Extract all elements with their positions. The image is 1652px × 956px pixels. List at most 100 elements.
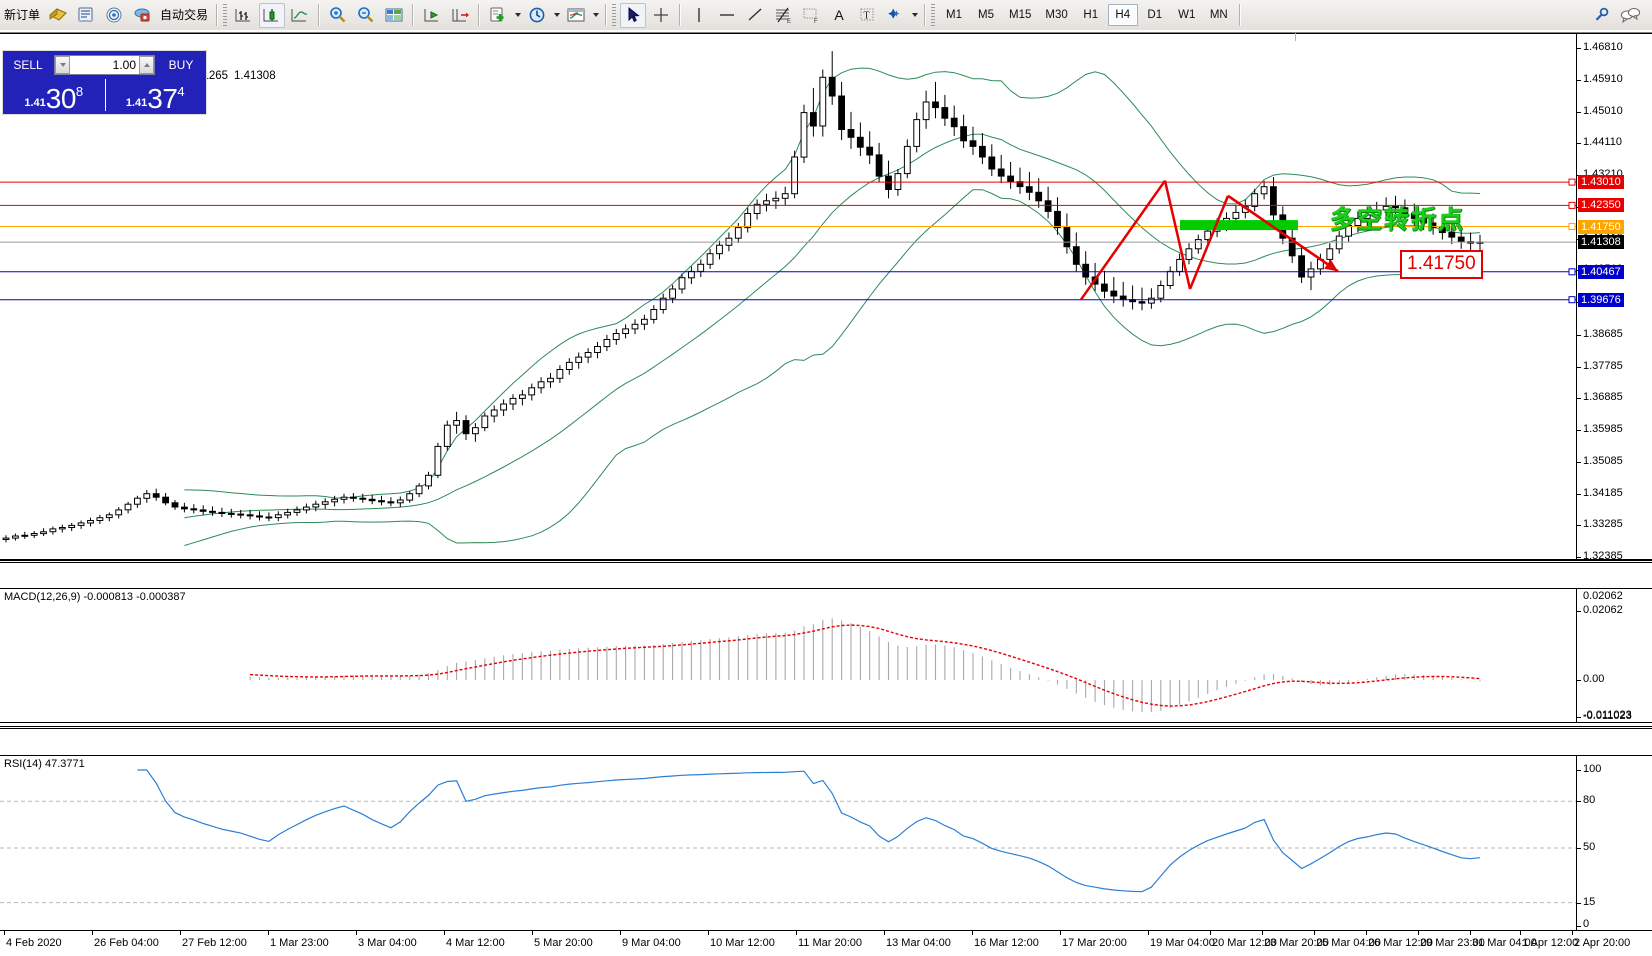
- price-tag-resistance[interactable]: 1.43010: [1578, 175, 1624, 190]
- price-axis-tick: [1577, 398, 1581, 400]
- sell-label[interactable]: SELL: [13, 57, 43, 72]
- volume-increase-button[interactable]: [139, 55, 154, 74]
- time-axis-tick: [444, 931, 445, 935]
- rsi-axis-label: 80: [1583, 794, 1596, 807]
- macd-canvas: [249, 618, 1481, 713]
- shapes-dropdown-arrow[interactable]: [909, 3, 920, 28]
- horizontal-line-icon[interactable]: [714, 3, 740, 28]
- time-axis-label: 1 Mar 23:00: [270, 937, 329, 949]
- time-axis-label: 3 Mar 04:00: [358, 937, 417, 949]
- one-click-trading-panel[interactable]: SELL 1.00 BUY 1.41 30 8 1.41 37 4: [2, 50, 207, 115]
- toolbar-grip[interactable]: [931, 4, 936, 26]
- macd-axis-label: 0.02062: [1583, 604, 1623, 616]
- indicators-icon[interactable]: [485, 3, 511, 28]
- price-tag-support[interactable]: 1.39676: [1578, 292, 1624, 307]
- pane-separator-macd-rsi[interactable]: [0, 726, 1652, 729]
- price-tag-support[interactable]: 1.40467: [1578, 264, 1624, 279]
- text-box-icon[interactable]: T: [854, 3, 880, 28]
- buy-button[interactable]: 1.41 37 4: [105, 76, 207, 114]
- price-axis-tick: [1577, 143, 1581, 145]
- tf-h4[interactable]: H4: [1107, 4, 1138, 26]
- time-axis-tick: [620, 931, 621, 935]
- time-axis-label: 23 Mar 20:00: [1264, 937, 1329, 949]
- time-axis-tick: [1314, 931, 1315, 935]
- time-axis-label: 1 Apr 12:00: [1522, 937, 1579, 949]
- expert-advisor-icon[interactable]: [45, 3, 71, 28]
- tf-d1[interactable]: D1: [1147, 9, 1163, 21]
- time-axis-tick: [268, 931, 269, 935]
- chart-shift-icon[interactable]: [447, 3, 473, 28]
- strategy-tester-icon[interactable]: [129, 3, 155, 28]
- tf-mn[interactable]: MN: [1209, 9, 1228, 21]
- periods-icon[interactable]: [524, 3, 550, 28]
- candlestick-chart-icon[interactable]: [259, 2, 286, 28]
- buy-label[interactable]: BUY: [168, 57, 194, 72]
- tf-m1[interactable]: M1: [946, 9, 963, 21]
- toolbar-separator: [318, 4, 321, 26]
- price-axis-tick: [1577, 79, 1581, 81]
- toolbar-grip[interactable]: [612, 4, 617, 26]
- time-axis[interactable]: 4 Feb 2020 26 Feb 04:00 27 Feb 12:00 1 Mar …: [0, 931, 1652, 956]
- rsi-pane[interactable]: RSI(14) 47.3771 100 80 50 15 0: [0, 755, 1652, 931]
- trade-panel-top-row: SELL 1.00 BUY: [3, 51, 206, 76]
- signals-icon[interactable]: [101, 3, 127, 28]
- tf-m5[interactable]: M5: [978, 9, 995, 21]
- sell-button[interactable]: 1.41 30 8: [3, 76, 105, 114]
- time-axis-tick: [1366, 931, 1367, 935]
- time-axis-tick: [92, 931, 93, 935]
- templates-dropdown-arrow[interactable]: [590, 3, 601, 28]
- time-axis-tick: [180, 931, 181, 935]
- indicators-dropdown-arrow[interactable]: [512, 3, 523, 28]
- price-axis-label: 1.45010: [1583, 104, 1623, 117]
- price-axis-label: 1.35985: [1583, 423, 1623, 435]
- tf-m30[interactable]: M30: [1045, 9, 1068, 21]
- tf-w1[interactable]: W1: [1178, 9, 1196, 21]
- shapes-icon[interactable]: [882, 3, 908, 28]
- svg-text:E: E: [787, 19, 791, 24]
- price-tag-level[interactable]: 1.41750: [1578, 219, 1624, 234]
- trendline-icon[interactable]: [742, 3, 768, 28]
- autoscroll-icon[interactable]: [419, 3, 445, 28]
- zoom-in-icon[interactable]: [325, 3, 351, 28]
- rsi-axis-tick: [1577, 902, 1581, 904]
- chat-icon[interactable]: [1617, 3, 1643, 28]
- price-tag-resistance[interactable]: 1.42350: [1578, 198, 1624, 213]
- macd-pane[interactable]: MACD(12,26,9) -0.000813 -0.000387 0.0206…: [0, 588, 1652, 723]
- volume-decrease-button[interactable]: [55, 55, 70, 74]
- tf-m15[interactable]: M15: [1009, 9, 1032, 21]
- new-order-button[interactable]: 新订单: [4, 7, 41, 22]
- rsi-axis-tick: [1577, 770, 1581, 771]
- toolbar-separator: [412, 4, 415, 26]
- buy-price-prefix: 1.41: [125, 97, 148, 109]
- line-chart-icon[interactable]: [287, 3, 313, 28]
- macd-axis-label: -0.011023: [1583, 710, 1632, 722]
- toolbar-grip[interactable]: [223, 4, 228, 26]
- crosshair-icon[interactable]: [648, 3, 674, 28]
- price-axis-line: [1576, 34, 1577, 559]
- bar-chart-icon[interactable]: [231, 3, 257, 28]
- data-window-icon[interactable]: [73, 3, 99, 28]
- rsi-axis-tick: [1577, 848, 1581, 849]
- fibonacci-retracement-icon[interactable]: E: [770, 3, 796, 28]
- price-chart-pane[interactable]: USDCAD-,H4 1.41271 1.41326 1.41265 1.413…: [0, 33, 1652, 562]
- macd-axis-label-max: 0.02062: [1583, 590, 1623, 602]
- toolbar-separator: [478, 4, 481, 26]
- price-tag-current[interactable]: 1.41308: [1578, 235, 1624, 250]
- price-axis-label: 1.44110: [1583, 136, 1622, 149]
- volume-input[interactable]: 1.00: [112, 57, 136, 72]
- rsi-canvas: [0, 769, 1576, 904]
- pane-separator-main-macd[interactable]: [0, 560, 1652, 563]
- text-label-icon[interactable]: F: [798, 3, 824, 28]
- periods-dropdown-arrow[interactable]: [551, 3, 562, 28]
- tf-h1[interactable]: H1: [1083, 9, 1099, 21]
- templates-icon[interactable]: [563, 3, 589, 28]
- zoom-out-icon[interactable]: [353, 3, 379, 28]
- volume-stepper[interactable]: 1.00: [54, 54, 155, 75]
- cursor-icon[interactable]: [620, 2, 647, 28]
- autotrade-button[interactable]: 自动交易: [160, 7, 209, 22]
- grid-icon[interactable]: [381, 3, 407, 28]
- search-icon[interactable]: [1589, 3, 1615, 28]
- vertical-line-icon[interactable]: [686, 3, 712, 28]
- time-axis-tick: [1470, 931, 1471, 935]
- text-icon[interactable]: A: [834, 7, 844, 23]
